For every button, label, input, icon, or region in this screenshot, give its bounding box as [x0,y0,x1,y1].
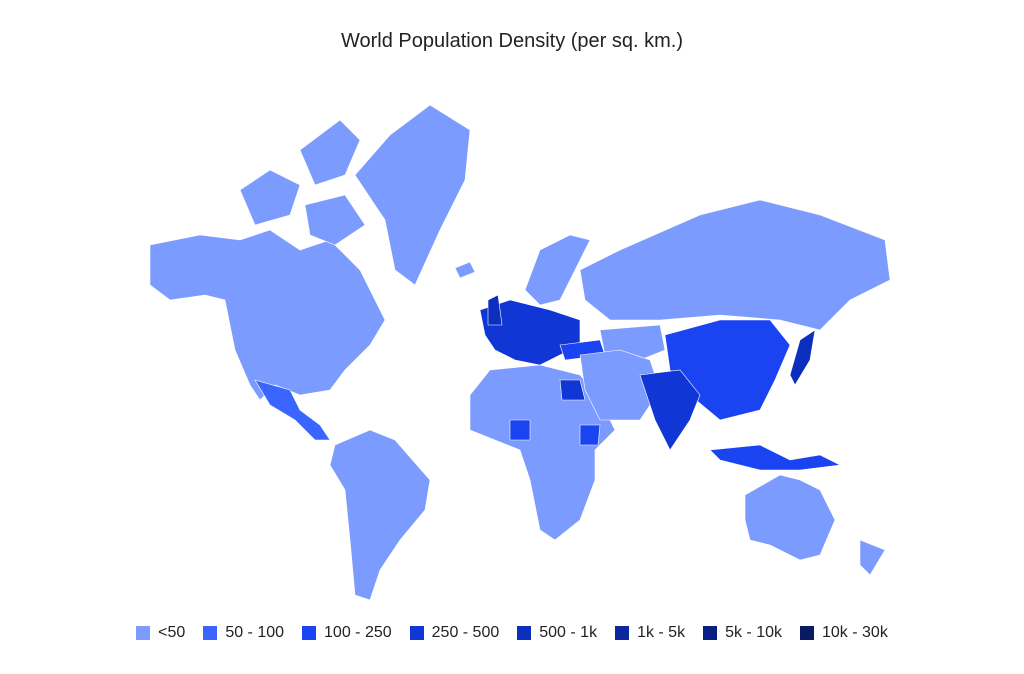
legend-item: 500 - 1k [517,624,597,642]
legend-swatch [203,626,218,640]
greenland [354,104,471,286]
new-zealand [859,539,886,576]
legend-swatch [409,626,424,640]
legend-item: 1k - 5k [615,624,685,642]
legend-label: 100 - 250 [324,624,392,641]
nigeria [509,419,531,441]
legend-item: <50 [136,624,185,642]
india [639,369,701,451]
legend-label: 250 - 500 [431,624,500,641]
russia [579,199,891,331]
arctic-islands [304,194,366,246]
legend-item: 100 - 250 [302,624,392,642]
legend-swatch [800,626,814,640]
north-america [149,229,386,401]
legend-label: 50 - 100 [225,624,285,641]
ethiopia [579,424,601,446]
japan [789,329,816,386]
australia [744,474,836,561]
legend-item: 50 - 100 [203,624,284,642]
legend-item: 250 - 500 [409,624,500,642]
legend-swatch [302,626,317,640]
legend-item: 5k - 10k [703,624,782,642]
south-america [329,429,431,601]
united-kingdom [487,294,503,326]
legend-label: 5k - 10k [725,624,782,641]
legend-label: 10k - 30k [822,624,888,641]
world-map [149,104,891,601]
countries [149,104,891,601]
europe [479,299,581,366]
arctic-islands [239,169,301,226]
legend-swatch [615,626,630,640]
legend-label: 1k - 5k [637,624,686,641]
legend-item: 10k - 30k [800,624,888,642]
southeast-asia [709,444,842,471]
legend-label: <50 [158,624,186,641]
legend-swatch [703,626,718,640]
arctic-islands [299,119,361,186]
egypt [559,379,586,401]
legend-swatch [517,626,532,640]
central-america [254,379,331,441]
legend-label: 500 - 1k [539,624,598,641]
chart-title: World Population Density (per sq. km.) [341,30,683,52]
scandinavia [524,234,591,306]
iceland [454,261,476,279]
africa [469,364,616,541]
legend-swatch [136,626,151,640]
legend: <50 50 - 100 100 - 250 250 - 500 500 - 1k 1k … [0,624,1024,642]
